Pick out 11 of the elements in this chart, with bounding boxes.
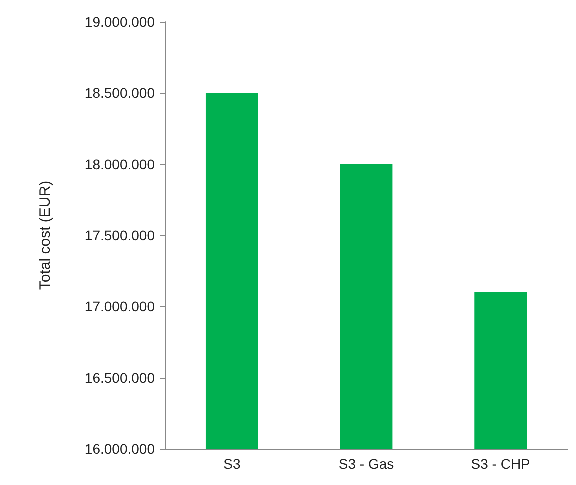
y-tick-label: 17.500.000 (84, 228, 156, 244)
y-tick-label: 17.000.000 (84, 298, 156, 315)
y-tick-label: 18.500.000 (84, 85, 156, 102)
x-tick-label: S3 - CHP (471, 456, 530, 472)
y-tick-label: 19.000.000 (84, 14, 156, 30)
x-tick-label: S3 (224, 456, 241, 472)
y-axis-title: Total cost (EUR) (37, 180, 54, 290)
y-tick-label: 16.000.000 (84, 441, 156, 457)
y-tick-label: 16.500.000 (84, 370, 156, 386)
x-tick-label: S3 - Gas (338, 456, 394, 472)
y-tick-label: 18.000.000 (84, 156, 156, 172)
